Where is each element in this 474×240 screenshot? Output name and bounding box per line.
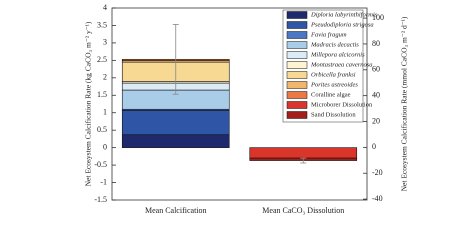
- legend-label: Madracis decactis: [310, 41, 359, 48]
- y2-tick-label: -20: [372, 168, 383, 177]
- y2-tick-label: 0: [372, 142, 376, 151]
- y2-axis-label: Net Ecosystem Calcification Rate (mmol C…: [400, 16, 409, 191]
- legend-label: Montastraea cavernosa: [310, 61, 373, 68]
- y-tick-label: 3: [103, 38, 107, 47]
- y-axis-label: Net Ecosystem Calcification Rate (kg CaC…: [84, 21, 93, 186]
- legend-swatch: [286, 31, 308, 39]
- y-tick-label: 2.5: [97, 55, 107, 64]
- legend-label: Millepora alcicornis: [310, 51, 365, 58]
- legend-swatch: [286, 61, 308, 69]
- bar-segment: [249, 147, 358, 159]
- y-tick-label: -0.5: [94, 160, 107, 169]
- legend-swatch: [286, 101, 308, 109]
- legend-label: Porites astreoides: [310, 81, 358, 88]
- y-tick-label: 0.5: [97, 125, 107, 134]
- legend-swatch: [286, 41, 308, 49]
- error-bar: [300, 157, 307, 164]
- chart: Net Ecosystem Calcification Rate (kg CaC…: [84, 3, 409, 215]
- y-tick-label: 1: [103, 108, 107, 117]
- legend-swatch: [286, 11, 308, 19]
- legend-label: Sand Dissolution: [311, 111, 356, 118]
- legend-label: Diploria labyrinthiformis: [310, 11, 378, 18]
- y-tick-label: -1: [100, 177, 107, 186]
- bar-segment: [121, 109, 230, 136]
- legend-swatch: [286, 111, 308, 119]
- y-tick-label: -1.5: [94, 195, 107, 204]
- error-bar: [172, 24, 179, 95]
- y2-tick-label: 40: [372, 90, 380, 99]
- y-tick-label: 0: [103, 142, 107, 151]
- y2-tick-label: -40: [372, 194, 383, 203]
- bar-segment: [121, 134, 230, 148]
- y-tick-label: 4: [103, 3, 107, 12]
- y-tick-label: 3.5: [97, 20, 107, 29]
- y2-tick-label: 20: [372, 116, 380, 125]
- y-tick-label: 2: [103, 73, 107, 82]
- y-tick-label: 1.5: [97, 90, 107, 99]
- legend-label: Favia fragum: [310, 31, 347, 38]
- plot-frame: [111, 7, 368, 201]
- y2-tick-label: 100: [372, 13, 384, 22]
- legend-swatch: [286, 71, 308, 79]
- legend-label: Coralline algae: [311, 91, 351, 98]
- legend-swatch: [286, 91, 308, 99]
- legend-swatch: [286, 81, 308, 89]
- legend-label: Orbicella franksi: [311, 71, 356, 78]
- legend-label: Microborer Dissolution: [311, 101, 373, 108]
- y2-tick-label: 60: [372, 65, 380, 74]
- legend-swatch: [286, 21, 308, 29]
- x-tick-label: Mean Calcification: [145, 206, 207, 215]
- x-tick-label: Mean CaCO₃ Dissolution: [262, 206, 344, 215]
- legend-label: Pseudodiploria strigosa: [310, 21, 374, 28]
- y2-tick-label: 80: [372, 39, 380, 48]
- legend-swatch: [286, 51, 308, 59]
